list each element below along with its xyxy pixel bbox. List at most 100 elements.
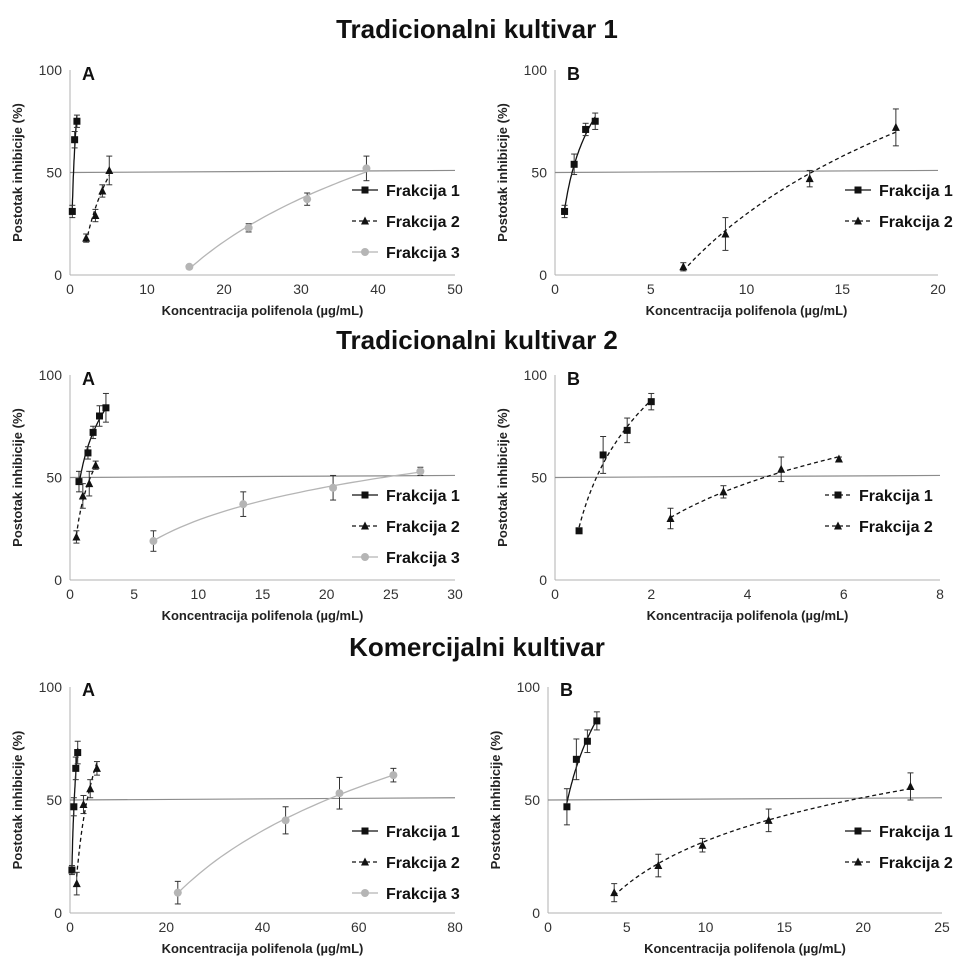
legend-marker: [361, 521, 369, 530]
section-title-1: Tradicionalni kultivar 1: [336, 14, 618, 44]
data-point: [239, 500, 248, 509]
legend-marker: [834, 491, 842, 499]
legend-label: Frakcija 2: [386, 214, 460, 231]
x-axis-label: Koncentracija polifenola (µg/mL): [646, 303, 848, 318]
legend-marker: [361, 186, 369, 194]
panel-label: A: [82, 64, 95, 84]
trend-line: [566, 719, 598, 803]
chart-panel-tk2-a: A 0 50 100 0 5 10 15 20 25 30 Koncentracija polifen…: [10, 367, 463, 623]
x-tick-label: 8: [936, 586, 944, 602]
reference-line-50: [554, 474, 941, 479]
x-tick-label: 15: [834, 281, 850, 297]
trend-line: [71, 115, 78, 208]
data-point: [335, 789, 344, 798]
x-tick-label: 15: [777, 919, 793, 935]
legend-label: Frakcija 3: [386, 245, 460, 262]
legend-entry: Frakcija 3: [352, 886, 460, 903]
section-title-2: Tradicionalni kultivar 2: [336, 325, 618, 355]
reference-line-50: [69, 169, 456, 174]
data-point: [666, 514, 675, 522]
y-axis-label: Postotak inhibicije (%): [495, 408, 510, 547]
series-frakcija-2: [666, 454, 843, 530]
x-tick-label: 0: [544, 919, 552, 935]
y-tick-label: 100: [39, 679, 63, 695]
data-point: [362, 164, 371, 173]
series-frakcija-2: [82, 155, 114, 243]
legend-entry: Frakcija 2: [352, 214, 460, 231]
x-axis-label: Koncentracija polifenola (µg/mL): [162, 941, 364, 956]
legend-entry: Frakcija 1: [845, 824, 953, 841]
x-tick-label: 4: [744, 586, 752, 602]
series-frakcija-2: [72, 761, 101, 896]
data-point: [281, 816, 290, 825]
data-point: [244, 223, 253, 232]
y-tick-label: 0: [532, 905, 540, 921]
series-frakcija-1: [68, 740, 82, 876]
trend-line: [76, 762, 98, 877]
data-point: [679, 262, 688, 271]
data-point: [610, 888, 619, 897]
legend-entry: Frakcija 2: [352, 855, 460, 872]
data-point: [416, 467, 425, 476]
data-point: [906, 781, 915, 790]
data-point: [575, 527, 583, 535]
y-tick-label: 50: [531, 165, 547, 181]
legend-label: Frakcija 1: [386, 824, 460, 841]
x-tick-label: 50: [447, 281, 463, 297]
legend-label: Frakcija 2: [386, 855, 460, 872]
y-tick-label: 0: [54, 905, 62, 921]
trend-line: [85, 174, 110, 243]
data-point: [75, 478, 83, 486]
x-tick-label: 40: [370, 281, 386, 297]
data-point: [72, 764, 80, 772]
legend-entry: Frakcija 3: [352, 245, 460, 262]
legend-label: Frakcija 2: [859, 519, 933, 536]
y-tick-label: 0: [539, 267, 547, 283]
y-tick-label: 50: [524, 792, 540, 808]
legend-marker: [361, 827, 369, 835]
legend-marker: [361, 216, 369, 225]
data-point: [389, 771, 398, 780]
legend-marker: [361, 248, 369, 256]
y-tick-label: 100: [517, 679, 541, 695]
data-point: [68, 207, 76, 215]
y-tick-label: 100: [39, 62, 63, 78]
panel-label: B: [567, 64, 580, 84]
legend-entry: Frakcija 1: [845, 183, 953, 200]
legend-label: Frakcija 2: [386, 519, 460, 536]
section-title-3: Komercijalni kultivar: [349, 632, 605, 662]
legend-label: Frakcija 1: [879, 183, 953, 200]
data-point: [70, 803, 78, 811]
x-tick-label: 20: [930, 281, 946, 297]
data-point: [719, 487, 728, 496]
data-point: [96, 412, 104, 420]
x-tick-label: 5: [623, 919, 631, 935]
data-point: [72, 532, 81, 541]
data-point: [74, 749, 82, 757]
legend-label: Frakcija 1: [386, 488, 460, 505]
y-tick-label: 100: [524, 367, 548, 383]
series-frakcija-1: [75, 392, 110, 493]
data-point: [805, 174, 814, 183]
y-tick-label: 50: [46, 165, 62, 181]
trend-line: [71, 748, 79, 869]
legend-entry: Frakcija 1: [352, 824, 460, 841]
data-point: [102, 404, 110, 412]
x-tick-label: 30: [447, 586, 463, 602]
data-point: [92, 763, 101, 772]
y-tick-label: 100: [39, 367, 63, 383]
x-tick-label: 15: [255, 586, 271, 602]
legend-entry: Frakcija 1: [825, 488, 933, 505]
legend-marker: [834, 521, 842, 530]
y-tick-label: 0: [54, 267, 62, 283]
data-point: [303, 195, 312, 204]
data-point: [185, 262, 194, 271]
chart-panel-kk-a: A 0 50 100 0 20 40 60 80 Koncentracija polifenola…: [10, 679, 463, 956]
data-point: [572, 755, 580, 763]
data-point: [329, 483, 338, 492]
x-tick-label: 0: [551, 281, 559, 297]
trend-line: [613, 788, 911, 897]
x-tick-label: 40: [255, 919, 271, 935]
x-tick-label: 30: [293, 281, 309, 297]
data-point: [582, 125, 590, 133]
